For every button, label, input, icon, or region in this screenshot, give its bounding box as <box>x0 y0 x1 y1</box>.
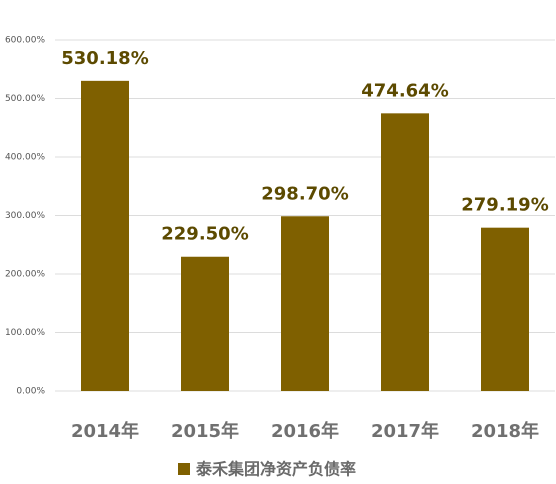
value-label: 229.50% <box>161 224 249 245</box>
x-tick-label: 2016年 <box>271 420 339 442</box>
x-tick-label: 2017年 <box>371 420 439 442</box>
y-tick-label: 400.00% <box>5 153 45 163</box>
bar <box>381 113 429 391</box>
value-label: 298.70% <box>261 183 349 204</box>
value-label: 279.19% <box>461 195 549 216</box>
y-tick-label: 300.00% <box>5 211 45 221</box>
legend-swatch <box>178 463 190 475</box>
bar <box>281 216 329 391</box>
y-tick-label: 0.00% <box>16 387 45 397</box>
bar <box>181 256 229 391</box>
value-label: 474.64% <box>361 80 449 101</box>
y-tick-label: 600.00% <box>5 36 45 46</box>
x-tick-label: 2015年 <box>171 420 239 442</box>
y-tick-label: 100.00% <box>5 328 45 338</box>
x-tick-label: 2018年 <box>471 420 539 442</box>
bar <box>81 80 129 392</box>
y-tick-label: 200.00% <box>5 270 45 280</box>
y-tick-label: 500.00% <box>5 94 45 104</box>
value-label: 530.18% <box>61 48 149 69</box>
bar <box>481 227 529 391</box>
legend-label: 泰禾集团净资产负债率 <box>195 460 356 479</box>
x-tick-label: 2014年 <box>71 420 139 442</box>
